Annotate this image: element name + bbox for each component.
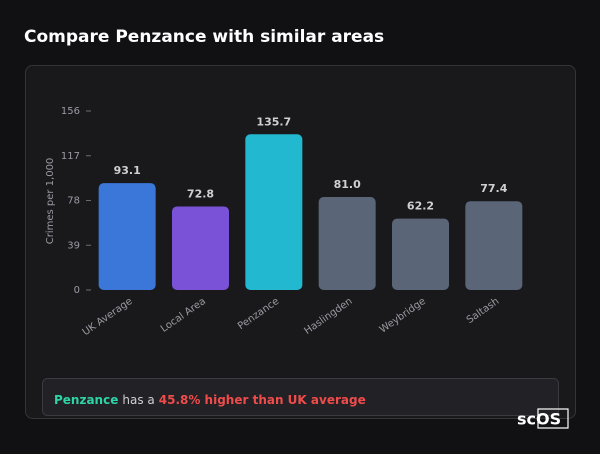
bar <box>245 134 303 290</box>
value-label: 72.8 <box>187 187 214 200</box>
y-axis-label: Crimes per 1,000 <box>45 158 56 245</box>
note-box <box>42 378 559 416</box>
note: Penzance has a 45.8% higher than UK averag… <box>54 393 366 407</box>
note-text: has a <box>122 393 154 407</box>
y-tick-label: 117 <box>61 151 80 162</box>
y-tick-label: 156 <box>61 106 80 117</box>
bar <box>318 197 376 290</box>
bar <box>392 218 449 290</box>
bar <box>172 206 229 290</box>
y-tick-label: 39 <box>67 240 80 251</box>
value-label: 81.0 <box>334 178 361 191</box>
note-area: Penzance <box>54 393 118 407</box>
logo-box <box>537 408 569 429</box>
bar <box>465 201 523 290</box>
y-tick-label: 78 <box>67 196 80 207</box>
value-label: 77.4 <box>480 182 507 195</box>
note-highlight: 45.8% higher than UK average <box>159 393 366 407</box>
chart-title: Compare Penzance with similar areas <box>24 27 384 47</box>
bar <box>98 183 156 290</box>
value-label: 62.2 <box>407 200 434 213</box>
value-label: 93.1 <box>114 164 141 177</box>
y-tick-label: 0 <box>74 285 80 296</box>
value-label: 135.7 <box>256 115 291 128</box>
logo: scOS <box>517 410 561 429</box>
